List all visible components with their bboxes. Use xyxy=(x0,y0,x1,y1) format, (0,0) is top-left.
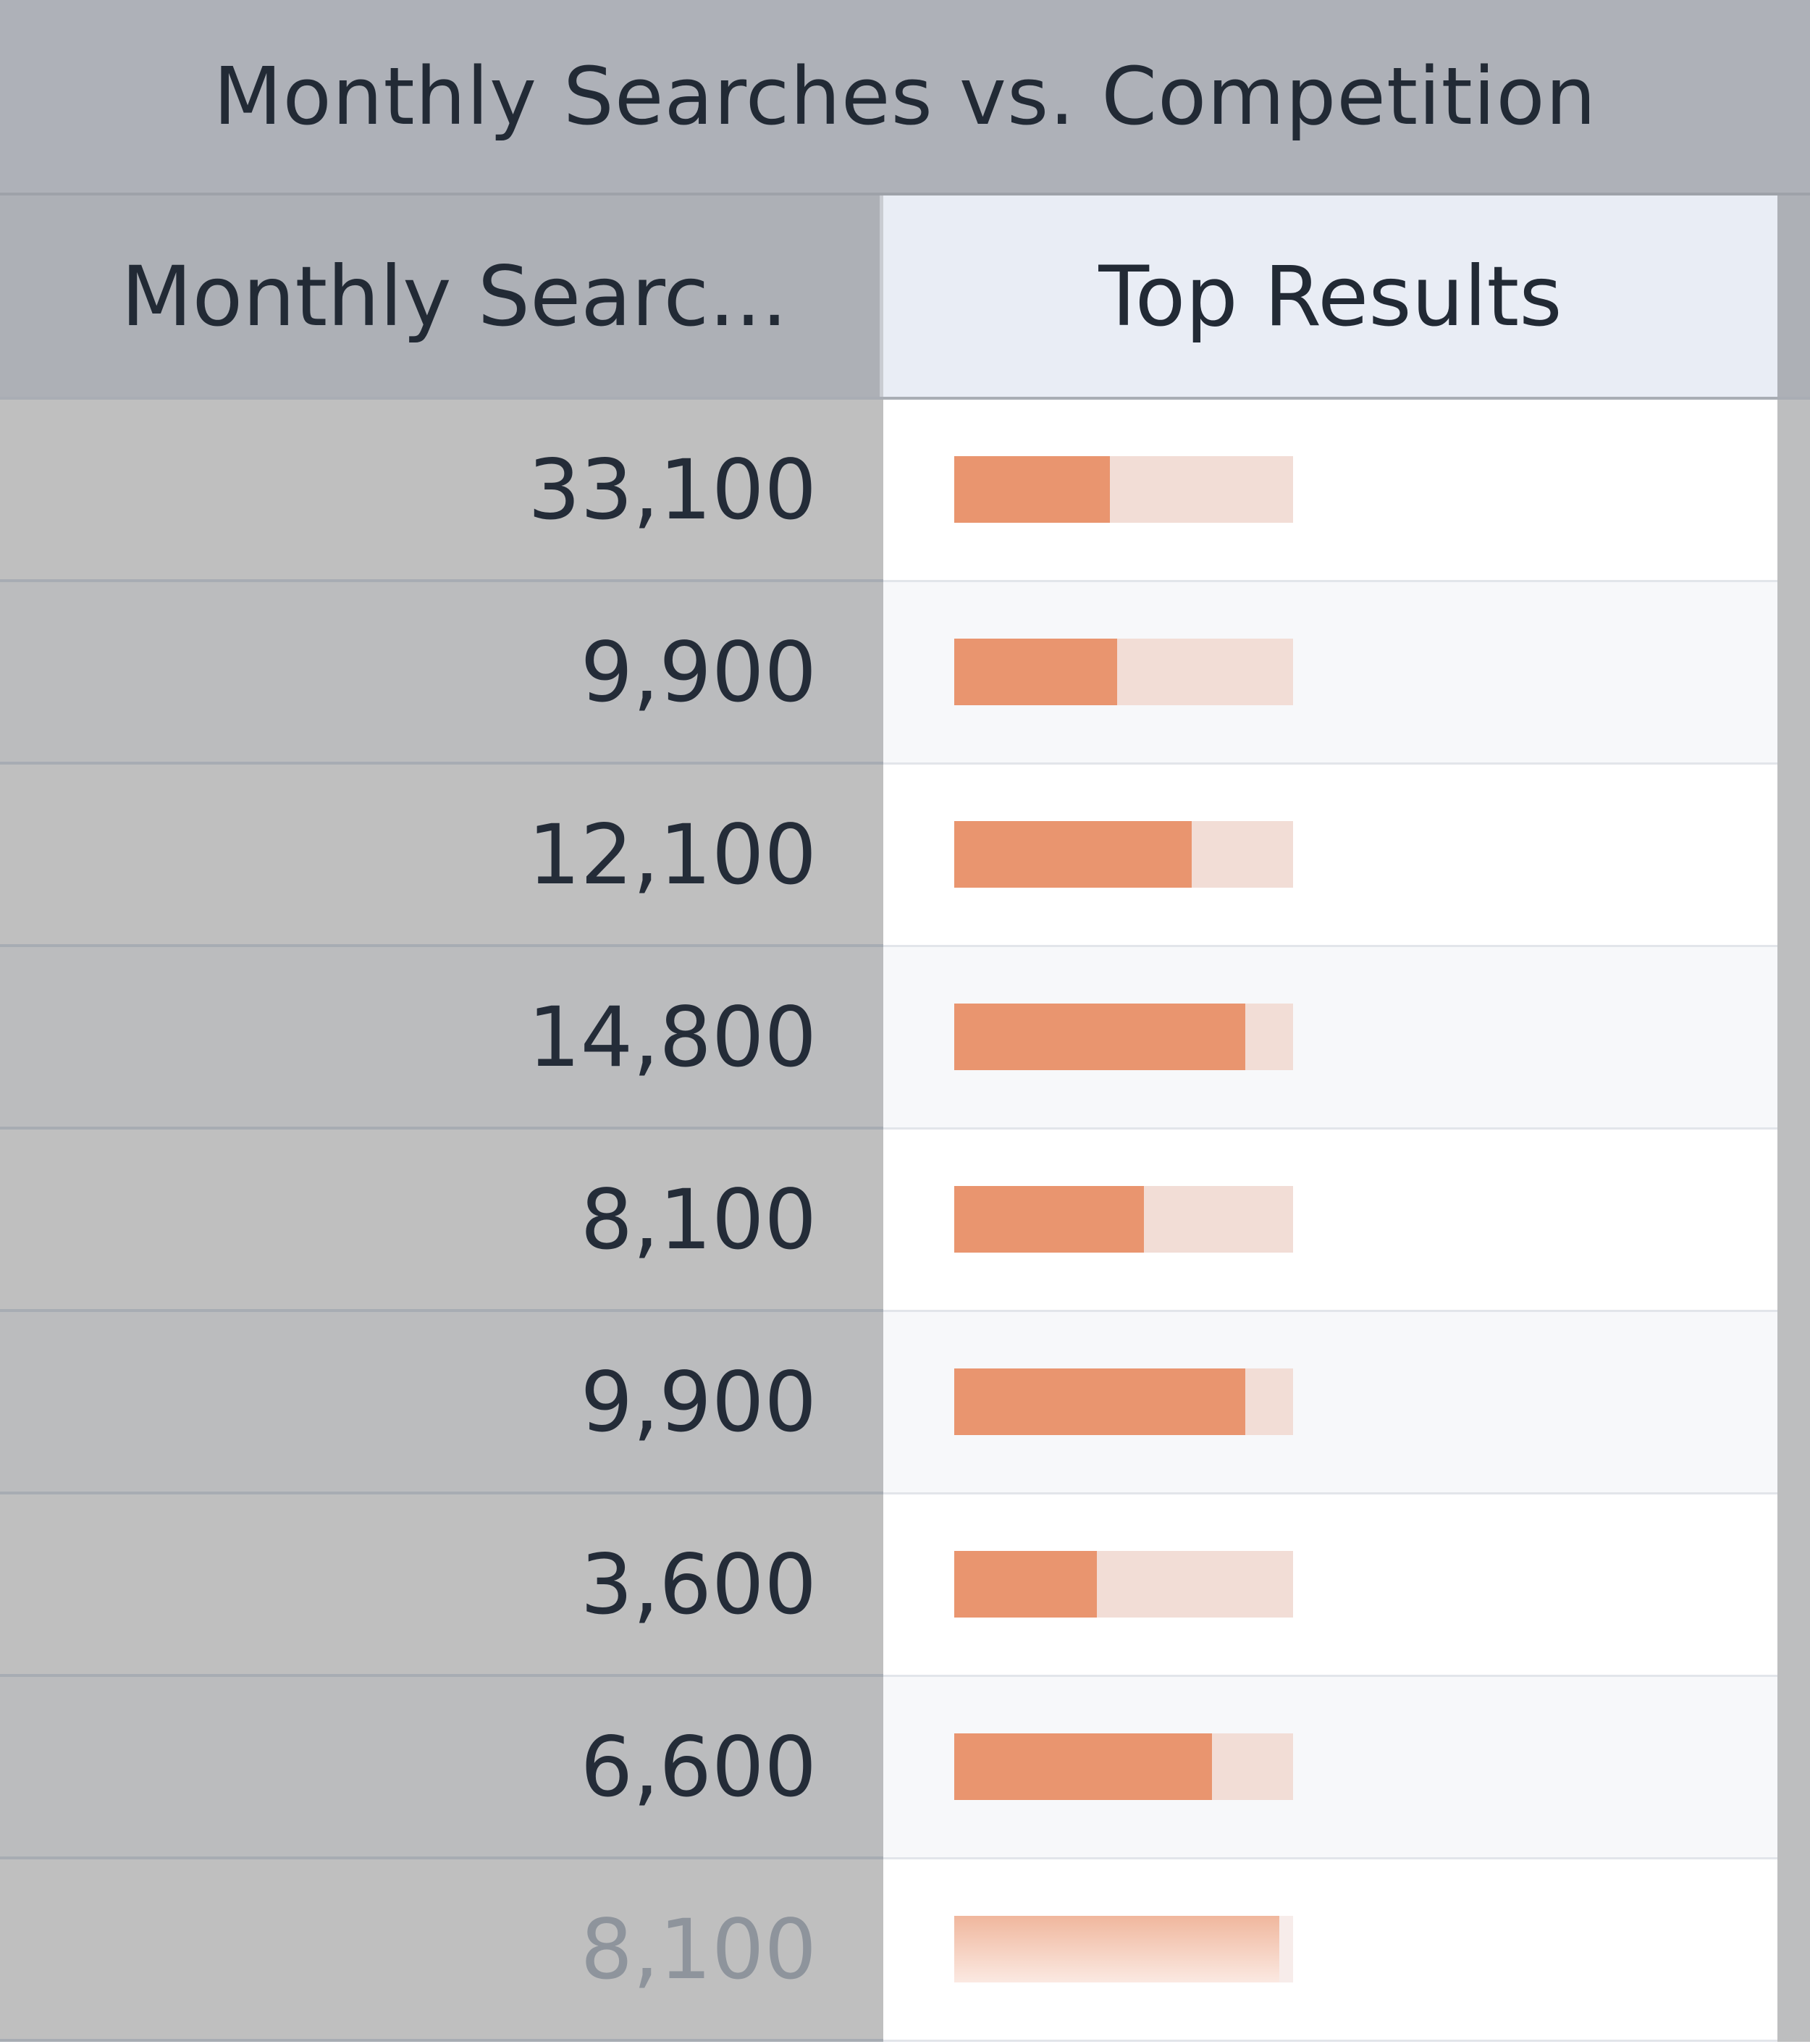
competition-bar-track xyxy=(954,1733,1293,1800)
column-header-top-results[interactable]: Top Results xyxy=(883,195,1777,397)
top-results-cell xyxy=(883,1130,1777,1312)
top-results-cell xyxy=(883,765,1777,947)
competition-bar-fill xyxy=(954,639,1117,705)
competition-bar-track xyxy=(954,821,1293,888)
table-row[interactable]: 6,600 xyxy=(0,1677,1810,1859)
competition-bar-fill xyxy=(954,1916,1280,1982)
monthly-searches-value: 8,100 xyxy=(580,1171,817,1268)
monthly-searches-value: 9,900 xyxy=(580,623,817,720)
competition-bar-track xyxy=(954,1368,1293,1435)
competition-bar-fill xyxy=(954,1186,1145,1253)
column-header-monthly-searches[interactable]: Monthly Searc... xyxy=(0,195,883,397)
top-results-cell xyxy=(883,1312,1777,1494)
monthly-searches-cell: 9,900 xyxy=(0,582,883,765)
competition-bar-track xyxy=(954,1186,1293,1253)
top-results-cell xyxy=(883,1859,1777,2042)
top-results-cell xyxy=(883,400,1777,582)
monthly-searches-value: 6,600 xyxy=(580,1718,817,1815)
monthly-searches-value: 14,800 xyxy=(528,988,817,1085)
scrollbar-track[interactable] xyxy=(1777,1130,1810,1312)
scrollbar-header xyxy=(1777,195,1810,397)
column-header-monthly-searches-label: Monthly Searc... xyxy=(121,248,788,345)
monthly-searches-cell: 14,800 xyxy=(0,947,883,1130)
scrollbar-track[interactable] xyxy=(1777,765,1810,947)
monthly-searches-cell: 12,100 xyxy=(0,765,883,947)
top-results-cell xyxy=(883,1494,1777,1677)
monthly-searches-cell: 8,100 xyxy=(0,1130,883,1312)
panel-title-bar: Monthly Searches vs. Competition xyxy=(0,0,1810,195)
top-results-cell xyxy=(883,582,1777,765)
scrollbar-track[interactable] xyxy=(1777,947,1810,1130)
monthly-searches-cell: 8,100 xyxy=(0,1859,883,2042)
top-results-cell xyxy=(883,1677,1777,1859)
table-row[interactable]: 9,900 xyxy=(0,582,1810,765)
competition-bar-track xyxy=(954,1916,1293,1982)
competition-bar-track xyxy=(954,639,1293,705)
scrollbar-track[interactable] xyxy=(1777,1859,1810,2042)
monthly-searches-value: 12,100 xyxy=(528,806,817,903)
monthly-searches-value: 33,100 xyxy=(528,441,817,538)
monthly-searches-value: 3,600 xyxy=(580,1536,817,1633)
panel-title: Monthly Searches vs. Competition xyxy=(213,50,1597,143)
table-row[interactable]: 12,100 xyxy=(0,765,1810,947)
table-row[interactable]: 33,100 xyxy=(0,400,1810,582)
top-results-cell xyxy=(883,947,1777,1130)
monthly-searches-value: 8,100 xyxy=(580,1901,817,1998)
table-body: 33,100 9,900 12,100 14,800 8,100 9,900 3,600 6,… xyxy=(0,400,1810,2044)
table-row[interactable]: 9,900 xyxy=(0,1312,1810,1494)
competition-bar-fill xyxy=(954,821,1192,888)
competition-bar-track xyxy=(954,1551,1293,1618)
scrollbar-track[interactable] xyxy=(1777,400,1810,582)
monthly-searches-value: 9,900 xyxy=(580,1353,817,1450)
monthly-searches-cell: 9,900 xyxy=(0,1312,883,1494)
table-row[interactable]: 14,800 xyxy=(0,947,1810,1130)
competition-bar-fill xyxy=(954,1004,1246,1070)
monthly-searches-cell: 33,100 xyxy=(0,400,883,582)
competition-bar-fill xyxy=(954,1733,1212,1800)
monthly-searches-cell: 6,600 xyxy=(0,1677,883,1859)
column-header-top-results-label: Top Results xyxy=(1098,248,1562,345)
scrollbar-track[interactable] xyxy=(1777,582,1810,765)
scrollbar-track[interactable] xyxy=(1777,1312,1810,1494)
table-row[interactable]: 8,100 xyxy=(0,1130,1810,1312)
monthly-searches-cell: 3,600 xyxy=(0,1494,883,1677)
competition-bar-fill xyxy=(954,1368,1246,1435)
competition-bar-track xyxy=(954,456,1293,523)
scrollbar-track[interactable] xyxy=(1777,1677,1810,1859)
competition-bar-fill xyxy=(954,456,1111,523)
competition-bar-track xyxy=(954,1004,1293,1070)
table-row[interactable]: 3,600 xyxy=(0,1494,1810,1677)
table-row[interactable]: 8,100 xyxy=(0,1859,1810,2042)
table-header: Monthly Searc... Top Results xyxy=(0,195,1810,400)
competition-bar-fill xyxy=(954,1551,1097,1618)
scrollbar-track[interactable] xyxy=(1777,1494,1810,1677)
